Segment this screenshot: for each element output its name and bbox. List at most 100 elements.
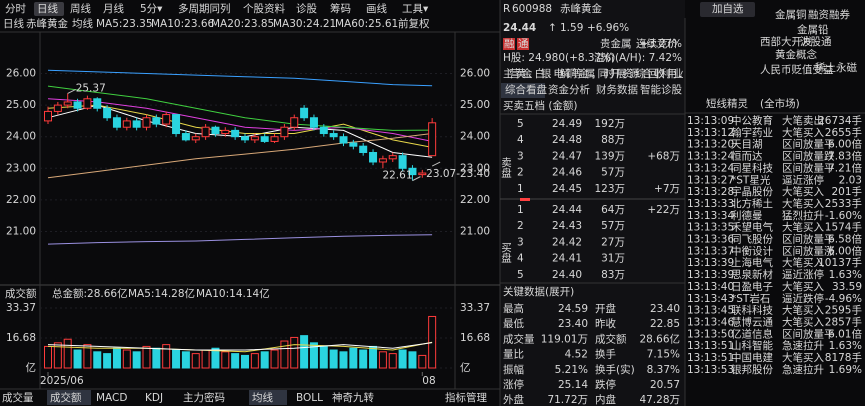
bottom-tab[interactable]: 主力密码 bbox=[183, 391, 225, 404]
watch-button[interactable] bbox=[700, 2, 755, 17]
sprite-stock: *ST岩石 bbox=[731, 292, 770, 305]
sprite-stock: 思泉新材 bbox=[731, 268, 773, 281]
name: 赤峰黄金 bbox=[560, 2, 602, 15]
sprite-stock: 中国电建 bbox=[731, 351, 773, 364]
ma-legend: MA10:23.66 bbox=[151, 18, 215, 30]
bottom-tab[interactable]: BOLL bbox=[296, 392, 323, 404]
ma-line bbox=[47, 133, 433, 179]
bottom-tab[interactable]: 成交量 bbox=[2, 391, 34, 404]
sprite-time: 13:13:46 bbox=[687, 316, 734, 328]
candle-body bbox=[250, 136, 259, 141]
hk: H股: 24.980(+8.37%) bbox=[503, 52, 615, 64]
y-tick-label: 16.68 bbox=[6, 332, 36, 344]
y-tick-label-right: 16.68 bbox=[460, 332, 490, 344]
bottom-tab[interactable]: 成交额 bbox=[50, 391, 82, 404]
bottom-tab[interactable]: KDJ bbox=[145, 392, 163, 404]
volume-bar bbox=[201, 349, 210, 369]
volume-bar bbox=[103, 353, 112, 369]
bottom-tab[interactable]: 指标管理 bbox=[445, 391, 487, 404]
tag: 稀土永磁 bbox=[815, 61, 857, 74]
ob-change: +68万 bbox=[647, 150, 680, 162]
ma-legend: MA30:24.21 bbox=[273, 18, 336, 30]
y-tick-label: 24.00 bbox=[6, 131, 36, 143]
badge bbox=[503, 38, 515, 50]
ob-price: 24.44 bbox=[552, 204, 582, 216]
quote-tab[interactable]: 综合看盘 bbox=[505, 83, 547, 96]
price: 24.44 bbox=[503, 22, 536, 34]
candle-body bbox=[329, 133, 338, 138]
ob-price: 24.42 bbox=[552, 236, 582, 248]
ob-price: 24.47 bbox=[552, 150, 582, 162]
kd-value: 23.40 bbox=[558, 318, 588, 330]
y-tick-label-right: 23.00 bbox=[460, 162, 490, 174]
quote-tab[interactable]: 智能诊股 bbox=[640, 83, 682, 96]
bottom-tab[interactable]: 均线 bbox=[252, 391, 273, 404]
kd-value: 5.21% bbox=[555, 364, 588, 376]
toolbar-tab[interactable]: 周线 bbox=[70, 2, 91, 15]
toolbar-tab[interactable]: 画线 bbox=[366, 2, 387, 15]
volume-bar bbox=[270, 349, 279, 369]
sprite-time: 13:13:43 bbox=[687, 293, 734, 305]
sprite-event: 大笔买入 bbox=[782, 126, 824, 139]
watch[interactable]: 加自选 bbox=[712, 2, 744, 15]
kd-value: 7.15% bbox=[647, 349, 680, 361]
volume-bar bbox=[378, 351, 387, 369]
sprite-event: 大笔买入 bbox=[782, 280, 824, 293]
kd-value: 28.66亿 bbox=[639, 332, 680, 345]
toolbar-tab[interactable]: 5分▾ bbox=[140, 3, 163, 15]
annotation-line bbox=[67, 88, 76, 94]
sprite-value: 6.00倍 bbox=[828, 138, 862, 151]
bottom-tab[interactable]: 神奇九转 bbox=[332, 391, 374, 404]
candle-body bbox=[241, 136, 249, 141]
toolbar-tab[interactable]: 分时 bbox=[5, 3, 26, 15]
sprite-time: 13:13:24 bbox=[687, 151, 734, 163]
ma-line bbox=[47, 104, 433, 148]
candle-body bbox=[300, 107, 309, 119]
sprite-value: 7.83倍 bbox=[828, 150, 862, 163]
kd-label: 涨停 bbox=[503, 378, 524, 391]
candle-body bbox=[221, 129, 230, 135]
bottom-tab[interactable]: MACD bbox=[96, 392, 127, 404]
toolbar-tab[interactable]: 日线 bbox=[37, 2, 58, 15]
volume-bar bbox=[63, 338, 72, 369]
volume-bar bbox=[398, 349, 407, 369]
vol-legend: MA10:14.14亿 bbox=[196, 287, 270, 300]
toolbar-tab[interactable]: 工具▾ bbox=[402, 3, 429, 15]
quote-tab[interactable]: 资金分析 bbox=[548, 83, 590, 96]
code: 600988 bbox=[512, 3, 552, 15]
sprite-value: 2857手 bbox=[825, 315, 862, 328]
sprite-event: 区间放量平 bbox=[782, 327, 835, 340]
sprite-time: 13:13:20 bbox=[687, 139, 734, 151]
y-tick-label-right: 24.00 bbox=[460, 131, 490, 143]
ob-amount: 88万 bbox=[601, 134, 625, 146]
candle-body bbox=[388, 155, 397, 160]
kd-label: 振幅 bbox=[503, 363, 524, 376]
quote-tab[interactable]: 财务数据 bbox=[596, 83, 638, 96]
tag: 金属铅 bbox=[797, 23, 829, 36]
volume-bar bbox=[122, 349, 131, 369]
sprite-time: 13:13:39 bbox=[687, 257, 734, 269]
y-tick-label-right: 26.00 bbox=[460, 68, 490, 80]
adjust[interactable]: 前复权 bbox=[398, 17, 430, 30]
sprite-time: 13:13:33 bbox=[687, 198, 734, 210]
volume-bar bbox=[152, 347, 161, 369]
candle-body bbox=[93, 98, 102, 109]
y-tick-label: 25.00 bbox=[6, 99, 36, 111]
toolbar-tab[interactable]: 筹码 bbox=[330, 2, 351, 15]
toolbar-tab[interactable]: 月线 bbox=[103, 2, 124, 15]
kd-label: 成交量 bbox=[503, 332, 535, 345]
kd-title[interactable]: 关键数据(展开) bbox=[503, 285, 574, 298]
sprite-stock: 慧博云通 bbox=[731, 315, 773, 328]
ob-amount: 64万 bbox=[601, 204, 625, 216]
sprite-stock: 日盈电子 bbox=[731, 280, 773, 293]
candle-body bbox=[428, 122, 437, 157]
toolbar-tab[interactable]: 个股资料 bbox=[243, 2, 285, 15]
volume-bar bbox=[181, 351, 190, 369]
candle-body bbox=[142, 117, 151, 128]
sprite-stock: 上海电气 bbox=[731, 256, 773, 269]
candle-body bbox=[122, 120, 131, 128]
ob-level: 4 bbox=[517, 134, 524, 146]
toolbar-tab[interactable]: 诊股 bbox=[296, 2, 317, 15]
toolbar-tab[interactable]: 多周期同列 bbox=[178, 2, 231, 15]
volume-bar bbox=[172, 349, 181, 369]
